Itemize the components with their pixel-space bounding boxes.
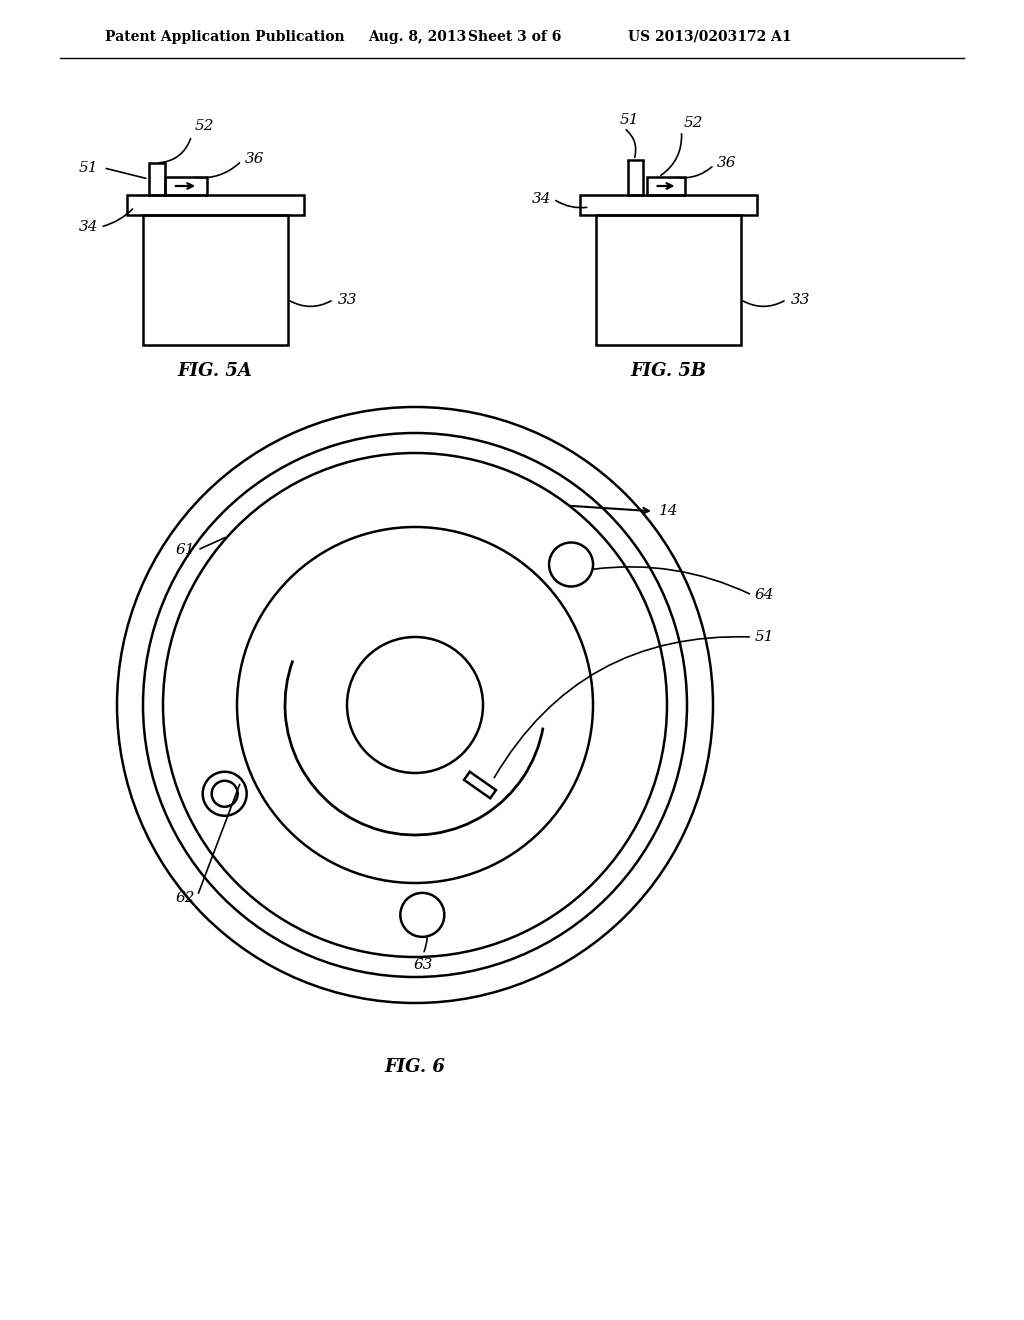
Text: 36: 36 bbox=[717, 156, 736, 170]
Text: 51: 51 bbox=[79, 161, 98, 174]
Bar bbox=[165, 177, 207, 195]
Text: 36: 36 bbox=[245, 152, 264, 166]
Text: 51: 51 bbox=[755, 630, 774, 644]
Text: 52: 52 bbox=[195, 119, 214, 133]
Bar bbox=[628, 160, 643, 195]
Text: 33: 33 bbox=[791, 293, 810, 306]
Text: FIG. 5A: FIG. 5A bbox=[177, 362, 253, 380]
Bar bbox=[580, 195, 757, 215]
Text: 34: 34 bbox=[79, 220, 98, 234]
Text: Sheet 3 of 6: Sheet 3 of 6 bbox=[468, 30, 561, 44]
Text: FIG. 5B: FIG. 5B bbox=[630, 362, 707, 380]
Bar bbox=[647, 177, 685, 195]
Bar bbox=[464, 772, 496, 799]
Text: 61: 61 bbox=[176, 543, 196, 557]
Text: 34: 34 bbox=[532, 191, 552, 206]
Text: 14: 14 bbox=[658, 504, 678, 519]
Bar bbox=[596, 215, 740, 345]
Text: US 2013/0203172 A1: US 2013/0203172 A1 bbox=[628, 30, 792, 44]
Text: 64: 64 bbox=[755, 587, 774, 602]
Bar bbox=[148, 162, 165, 195]
Text: FIG. 6: FIG. 6 bbox=[385, 1059, 445, 1076]
Bar bbox=[127, 195, 303, 215]
Text: 62: 62 bbox=[176, 891, 196, 904]
Text: 52: 52 bbox=[683, 116, 702, 129]
Text: Aug. 8, 2013: Aug. 8, 2013 bbox=[368, 30, 466, 44]
Text: 63: 63 bbox=[414, 958, 433, 973]
Bar bbox=[142, 215, 288, 345]
Text: 51: 51 bbox=[620, 114, 640, 127]
Text: 33: 33 bbox=[338, 293, 357, 306]
Text: Patent Application Publication: Patent Application Publication bbox=[105, 30, 345, 44]
